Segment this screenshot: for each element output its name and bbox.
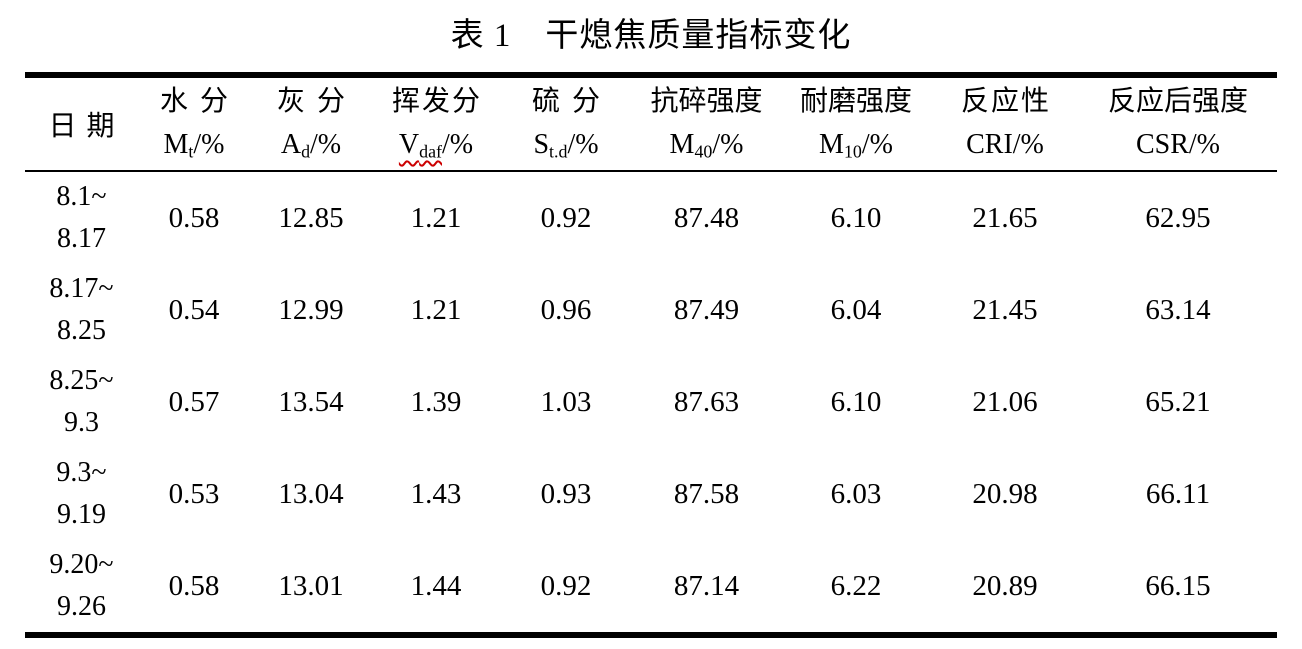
column-symbol: Vdaf/% [398, 129, 474, 162]
date-cell: 9.3~9.19 [25, 448, 138, 540]
date-cell: 8.25~9.3 [25, 356, 138, 448]
header-col-abrasion-strength: 耐磨强度 M10/% [781, 75, 931, 172]
value-cell: 13.04 [278, 477, 344, 510]
value-cell: 0.53 [168, 477, 220, 510]
value-cell: 0.58 [168, 569, 220, 602]
spellcheck-underline: Vdaf [398, 129, 442, 162]
column-symbol: CRI/% [966, 129, 1044, 160]
value-cell: 1.44 [410, 569, 462, 602]
value-cell: 1.21 [410, 201, 462, 234]
value-cell: 13.54 [278, 385, 344, 418]
value-cell: 6.10 [830, 385, 882, 418]
value-cell: 87.14 [673, 569, 740, 602]
column-symbol: Ad/% [280, 129, 342, 162]
value-cell: 1.03 [540, 385, 592, 418]
value-cell: 87.48 [673, 201, 740, 234]
column-symbol: M10/% [819, 129, 893, 162]
column-symbol: CSR/% [1135, 129, 1221, 160]
header-row: 日期 水分 Mt/% 灰分 Ad/% 挥发分 Vdaf/% 硫分 St.d/% [25, 75, 1277, 172]
value-cell: 0.96 [540, 293, 592, 326]
column-title: 反应后强度 [1107, 86, 1248, 117]
value-cell: 6.03 [830, 477, 882, 510]
value-cell: 1.39 [410, 385, 462, 418]
value-cell: 87.49 [673, 293, 740, 326]
column-title: 灰分 [276, 86, 357, 117]
value-cell: 65.21 [1145, 385, 1211, 418]
column-title: 反应性 [960, 86, 1051, 117]
date-cell: 9.20~9.26 [25, 540, 138, 635]
table-header: 日期 水分 Mt/% 灰分 Ad/% 挥发分 Vdaf/% 硫分 St.d/% [25, 75, 1277, 172]
table-row: 8.1~8.17 0.58 12.85 1.21 0.92 87.48 6.10 21.65 6… [25, 171, 1277, 264]
value-cell: 63.14 [1145, 293, 1211, 326]
header-col-ash: 灰分 Ad/% [250, 75, 372, 172]
value-cell: 12.99 [278, 293, 344, 326]
value-cell: 66.15 [1145, 569, 1211, 602]
value-cell: 1.21 [410, 293, 462, 326]
coke-quality-table: 日期 水分 Mt/% 灰分 Ad/% 挥发分 Vdaf/% 硫分 St.d/% [25, 72, 1277, 638]
date-range: 8.1~8.17 [56, 181, 107, 254]
value-cell: 0.58 [168, 201, 220, 234]
value-cell: 20.89 [972, 569, 1038, 602]
column-symbol: Mt/% [163, 129, 225, 162]
value-cell: 21.45 [972, 293, 1038, 326]
header-col-volatile: 挥发分 Vdaf/% [372, 75, 500, 172]
value-cell: 13.01 [278, 569, 344, 602]
value-cell: 0.92 [540, 201, 592, 234]
column-title: 抗碎强度 [650, 86, 763, 117]
value-cell: 0.93 [540, 477, 592, 510]
value-cell: 21.06 [972, 385, 1038, 418]
value-cell: 62.95 [1145, 201, 1211, 234]
column-symbol: M40/% [669, 129, 744, 162]
column-title: 耐磨强度 [799, 86, 912, 117]
table-row: 9.3~9.19 0.53 13.04 1.43 0.93 87.58 6.03 20.98 6… [25, 448, 1277, 540]
header-col-moisture: 水分 Mt/% [138, 75, 250, 172]
column-title: 水分 [159, 86, 240, 117]
table-row: 9.20~9.26 0.58 13.01 1.44 0.92 87.14 6.22 20.89… [25, 540, 1277, 635]
date-cell: 8.17~8.25 [25, 264, 138, 356]
value-cell: 87.58 [673, 477, 740, 510]
table-row: 8.25~9.3 0.57 13.54 1.39 1.03 87.63 6.10 21.06 6… [25, 356, 1277, 448]
value-cell: 0.92 [540, 569, 592, 602]
table-row: 8.17~8.25 0.54 12.99 1.21 0.96 87.49 6.04 21.45… [25, 264, 1277, 356]
date-range: 8.17~8.25 [49, 273, 114, 346]
value-cell: 12.85 [278, 201, 344, 234]
date-range: 9.20~9.26 [49, 549, 114, 622]
value-cell: 6.22 [830, 569, 882, 602]
date-range: 8.25~9.3 [49, 365, 114, 438]
column-symbol: St.d/% [533, 129, 599, 162]
value-cell: 6.04 [830, 293, 882, 326]
table-caption: 表 1 干熄焦质量指标变化 [450, 18, 852, 54]
value-cell: 66.11 [1145, 477, 1211, 510]
value-cell: 6.10 [830, 201, 882, 234]
header-col-crush-strength: 抗碎强度 M40/% [632, 75, 781, 172]
header-col-reactivity: 反应性 CRI/% [931, 75, 1079, 172]
header-col-sulfur: 硫分 St.d/% [500, 75, 632, 172]
header-col-post-reaction-strength: 反应后强度 CSR/% [1079, 75, 1277, 172]
value-cell: 87.63 [673, 385, 740, 418]
date-range: 9.3~9.19 [56, 457, 107, 530]
header-col-date: 日期 [25, 75, 138, 172]
value-cell: 0.57 [168, 385, 220, 418]
value-cell: 21.65 [972, 201, 1038, 234]
value-cell: 0.54 [168, 293, 220, 326]
column-title: 硫分 [531, 86, 612, 117]
value-cell: 1.43 [410, 477, 462, 510]
value-cell: 20.98 [972, 477, 1038, 510]
date-cell: 8.1~8.17 [25, 171, 138, 264]
table-body: 8.1~8.17 0.58 12.85 1.21 0.92 87.48 6.10 21.65 6… [25, 171, 1277, 635]
column-title: 挥发分 [391, 86, 482, 117]
